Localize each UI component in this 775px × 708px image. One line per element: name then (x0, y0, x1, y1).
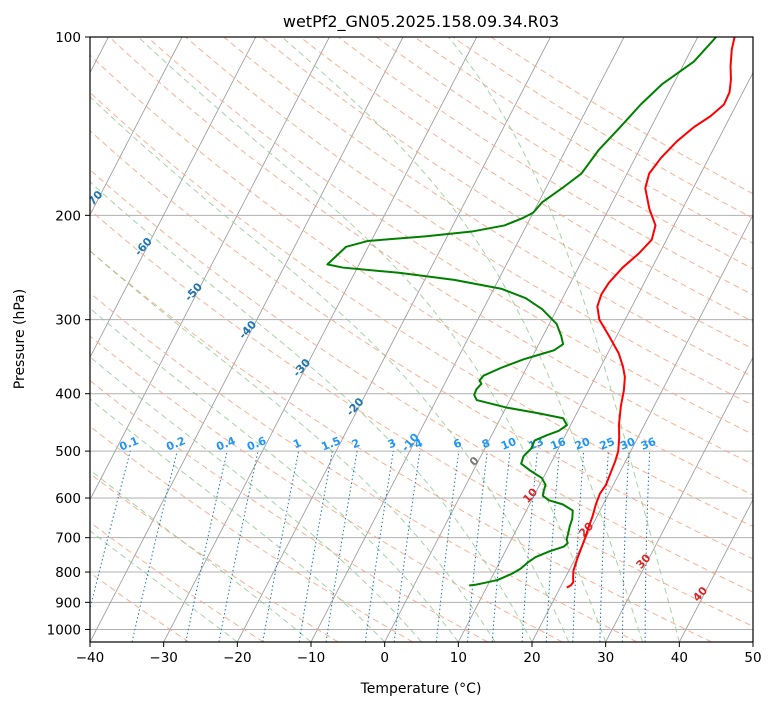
mixing-ratio-line (218, 450, 259, 642)
mixing-ratio-label: 8 (480, 436, 492, 451)
y-tick-label: 800 (55, 565, 81, 581)
mixing-ratio-line (131, 450, 178, 642)
y-tick-label: 600 (55, 491, 81, 507)
dry-adiabat (90, 169, 753, 593)
mixing-ratio-line (262, 451, 300, 642)
x-tick-label: −30 (149, 650, 178, 666)
mixing-ratio-label: 3 (386, 436, 398, 451)
mixing-ratio-label: 36 (639, 435, 658, 453)
y-tick-label: 400 (55, 387, 81, 403)
y-tick-label: 500 (55, 444, 81, 460)
dry-adiabat (185, 37, 753, 406)
x-tick-label: 10 (450, 650, 467, 666)
y-tick-label: 1000 (47, 622, 81, 638)
isotherm-line (678, 498, 753, 642)
y-tick-label: 200 (55, 208, 81, 224)
dry-adiabat (90, 425, 414, 642)
x-tick-label: 0 (380, 650, 389, 666)
moist-adiabat (90, 181, 533, 642)
isotherm-line (605, 356, 753, 642)
dry-adiabat (147, 37, 753, 436)
moist-adiabat (90, 398, 386, 642)
x-tick-label: −20 (223, 650, 252, 666)
mixing-ratio-label: 1 (291, 436, 303, 451)
isotherm-line (457, 71, 753, 642)
mixing-ratio-label: 10 (499, 435, 518, 453)
background-lines (90, 37, 753, 642)
moist-adiabat (281, 37, 643, 642)
dry-adiabat (490, 37, 753, 195)
dry-adiabat (90, 250, 712, 642)
mixing-ratio-label: 2 (350, 436, 362, 451)
mixing-ratio-line (393, 451, 421, 642)
profiles (326, 37, 736, 589)
dry-adiabat (90, 209, 753, 627)
y-axis: 100 200 300 400 500 600 700 800 900 1000 (47, 30, 90, 638)
x-tick-label: 40 (671, 650, 688, 666)
moist-adiabat (90, 250, 496, 642)
isotherm-line (90, 37, 257, 359)
x-tick-label: −10 (297, 650, 326, 666)
moist-adiabat (448, 37, 680, 642)
mixing-ratio-line (325, 451, 358, 642)
mixing-ratio-label: 16 (549, 435, 568, 453)
plot-frame (89, 36, 754, 643)
moist-adiabat (137, 37, 607, 642)
dry-adiabat (261, 37, 753, 350)
mixing-ratio-line (90, 450, 131, 611)
isotherm-line (90, 37, 330, 501)
x-axis: −40 −30 −20 −10 0 10 20 30 40 50 (76, 642, 762, 666)
y-axis-label: Pressure (hPa) (12, 289, 28, 389)
y-tick-label: 100 (55, 30, 81, 46)
mixing-ratio-line (435, 451, 460, 642)
mixing-ratio-line (364, 451, 394, 642)
chart-title: wetPf2_GN05.2025.158.09.34.R03 (283, 12, 559, 32)
isotherm-line (90, 37, 404, 642)
dry-adiabat (223, 37, 753, 378)
y-tick-label: 900 (55, 595, 81, 611)
dry-adiabat (90, 292, 638, 642)
dry-adiabat (109, 37, 753, 465)
moist-adiabat (90, 96, 570, 642)
y-tick-label: 300 (55, 313, 81, 329)
dry-adiabat (414, 37, 753, 244)
mixing-ratio-label: 25 (598, 435, 617, 453)
x-tick-label: 50 (744, 650, 761, 666)
isotherm-line (236, 37, 551, 642)
dewpoint-profile (326, 37, 717, 587)
isotherm-line (163, 37, 478, 642)
x-tick-label: −40 (76, 650, 105, 666)
x-axis-label: Temperature (°C) (360, 681, 482, 697)
isotherm-line (90, 37, 183, 216)
mixing-ratio-line (298, 451, 333, 642)
moist-adiabat (90, 356, 422, 642)
temperature-profile (566, 37, 736, 589)
dry-adiabat (90, 130, 753, 560)
y-tick-label: 700 (55, 531, 81, 547)
x-tick-label: 30 (597, 650, 614, 666)
mixing-ratio-line (185, 450, 228, 642)
isotherm-line (384, 37, 699, 642)
moist-adiabat (90, 307, 459, 642)
x-tick-label: 20 (523, 650, 540, 666)
isotherm-line (310, 37, 625, 642)
mixing-ratio-label: 30 (618, 435, 637, 453)
mixing-ratio-label: 20 (573, 435, 592, 453)
